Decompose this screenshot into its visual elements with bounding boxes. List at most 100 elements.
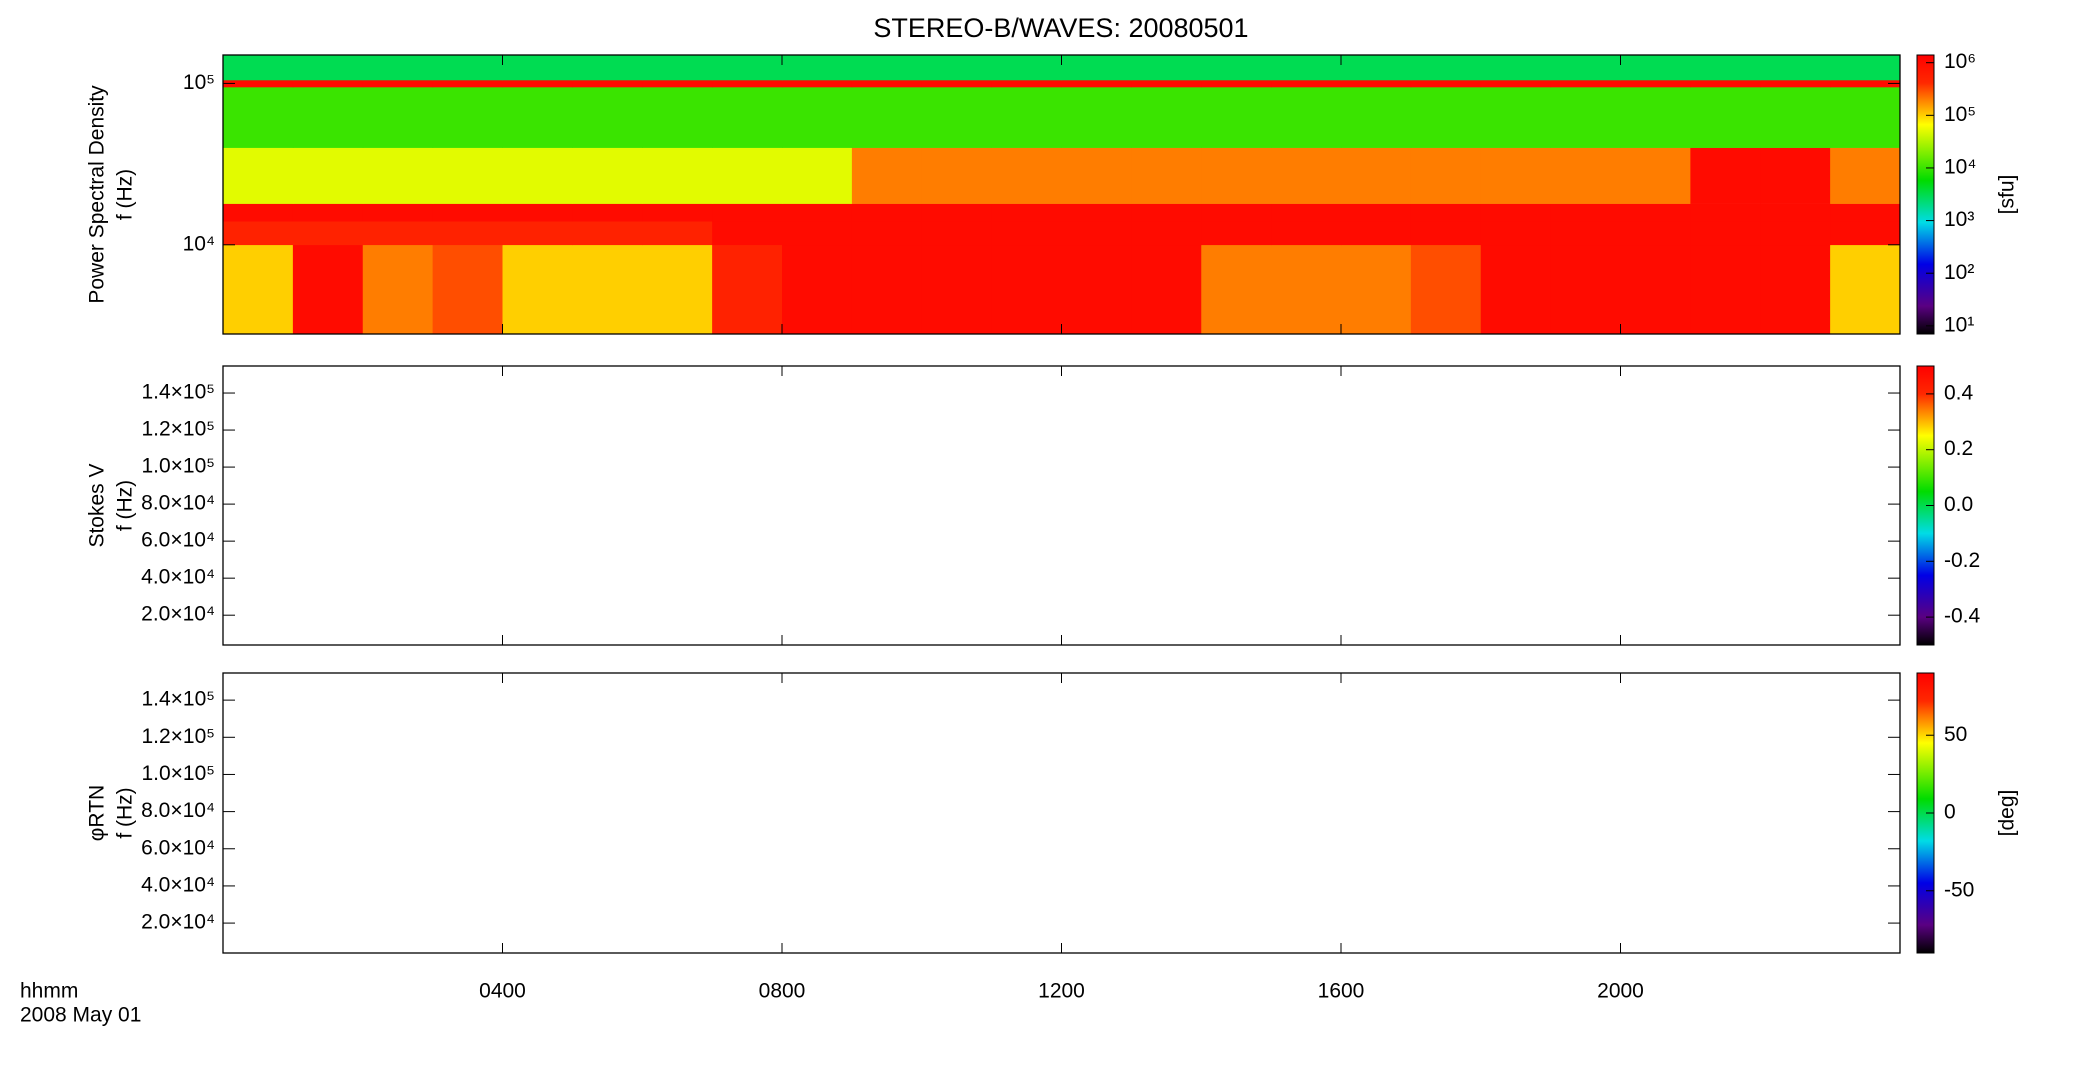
colorbar-tick-label: 10⁶	[1944, 50, 1976, 73]
heatmap-cell	[292, 221, 364, 246]
heatmap-cell	[712, 244, 783, 335]
y-axis-label: f (Hz)	[114, 169, 137, 220]
colorbar-label: [deg]	[1996, 790, 2019, 837]
colorbar-tick-label: 10²	[1944, 261, 1974, 284]
heatmap-cell	[921, 221, 993, 246]
heatmap-cell	[572, 203, 643, 222]
colorbar-tick-label: 0.0	[1944, 493, 1973, 516]
heatmap-cell	[1550, 221, 1621, 246]
colorbar-label: [sfu]	[1996, 175, 2019, 215]
heatmap-cell	[1550, 79, 1621, 88]
heatmap-cell	[292, 79, 364, 88]
heatmap-cell	[1760, 221, 1831, 246]
heatmap-cell	[1410, 147, 1482, 204]
heatmap-cell	[223, 221, 294, 246]
colorbar-tick-label: -0.4	[1944, 605, 1981, 628]
heatmap-cell	[921, 87, 993, 148]
heatmap-cell	[432, 147, 503, 204]
heatmap-cell	[1690, 221, 1761, 246]
heatmap-cell	[991, 203, 1062, 222]
heatmap-cell	[572, 87, 643, 148]
heatmap-cell	[1760, 203, 1831, 222]
heatmap-cell	[991, 221, 1062, 246]
heatmap-cell	[712, 203, 783, 222]
heatmap-cell	[1201, 87, 1272, 148]
heatmap-cell	[1550, 87, 1621, 148]
heatmap-cell	[1061, 55, 1132, 81]
colorbar-tick-label: 10³	[1944, 208, 1974, 231]
heatmap-cell	[642, 79, 713, 88]
colorbar-tick-label: 0.2	[1944, 437, 1973, 460]
heatmap-cell	[362, 55, 434, 81]
heatmap-cell	[1480, 244, 1552, 335]
heatmap-cell	[1271, 221, 1342, 246]
heatmap-cell	[432, 55, 503, 81]
y-tick-label: 8.0×10⁴	[141, 492, 215, 515]
heatmap-cell	[432, 203, 503, 222]
heatmap-cell	[1410, 87, 1482, 148]
heatmap-cell	[1271, 79, 1342, 88]
heatmap-cell	[851, 55, 923, 81]
y-tick-label: 1.2×10⁵	[141, 725, 215, 748]
heatmap-cell	[991, 147, 1062, 204]
y-tick-label: 6.0×10⁴	[141, 836, 215, 859]
heatmap-cell	[851, 221, 923, 246]
heatmap-cell	[1550, 244, 1621, 335]
heatmap-cell	[1830, 203, 1901, 222]
heatmap-cell	[502, 147, 573, 204]
heatmap-cell	[1131, 147, 1202, 204]
heatmap-cell	[432, 87, 503, 148]
y-tick-label: 10⁵	[183, 71, 215, 94]
y-axis-label: f (Hz)	[114, 480, 137, 531]
heatmap-cell	[1410, 203, 1482, 222]
heatmap-cell	[292, 87, 364, 148]
heatmap-cell	[642, 87, 713, 148]
heatmap-cell	[1131, 244, 1202, 335]
heatmap-cell	[642, 55, 713, 81]
heatmap-cell	[991, 79, 1062, 88]
heatmap-cell	[1271, 55, 1342, 81]
heatmap-cell	[432, 79, 503, 88]
heatmap-cell	[1830, 221, 1901, 246]
heatmap-cell	[1830, 244, 1901, 335]
heatmap-cell	[1410, 221, 1482, 246]
heatmap-cell	[1620, 244, 1691, 335]
heatmap-cell	[292, 244, 364, 335]
heatmap-cell	[1271, 147, 1342, 204]
heatmap-cell	[1201, 79, 1272, 88]
heatmap-cell	[851, 244, 923, 335]
heatmap-cell	[1550, 55, 1621, 81]
heatmap-cell	[851, 147, 923, 204]
heatmap-cell	[712, 87, 783, 148]
heatmap-cell	[921, 244, 993, 335]
heatmap-cell	[1620, 203, 1691, 222]
heatmap-cell	[851, 79, 923, 88]
heatmap-cell	[1341, 87, 1412, 148]
x-tick-label: 1200	[1038, 980, 1085, 1003]
heatmap-cell	[1341, 203, 1412, 222]
y-tick-label: 1.4×10⁵	[141, 688, 215, 711]
heatmap-cell	[782, 87, 853, 148]
colorbar-tick-label: 10¹	[1944, 313, 1974, 336]
heatmap-cell	[432, 221, 503, 246]
y-tick-label: 1.0×10⁵	[141, 762, 215, 785]
colorbar-tick-label: -0.2	[1944, 549, 1980, 572]
y-tick-label: 1.0×10⁵	[141, 455, 215, 478]
heatmap-cell	[782, 221, 853, 246]
heatmap-cell	[1341, 55, 1412, 81]
heatmap-cell	[1620, 147, 1691, 204]
date-label: 2008 May 01	[20, 1004, 141, 1027]
heatmap-cell	[642, 203, 713, 222]
y-axis-label: Stokes V	[86, 463, 109, 547]
x-tick-label: 1600	[1318, 980, 1365, 1003]
heatmap-cell	[782, 79, 853, 88]
heatmap-cell	[1131, 79, 1202, 88]
figure-title: STEREO-B/WAVES: 20080501	[873, 13, 1248, 43]
heatmap-cell	[1690, 55, 1761, 81]
heatmap-cell	[1480, 55, 1552, 81]
heatmap-cell	[572, 221, 643, 246]
colorbar	[1916, 54, 1935, 335]
heatmap-cell	[432, 244, 503, 335]
x-tick-label: 0400	[479, 980, 526, 1003]
